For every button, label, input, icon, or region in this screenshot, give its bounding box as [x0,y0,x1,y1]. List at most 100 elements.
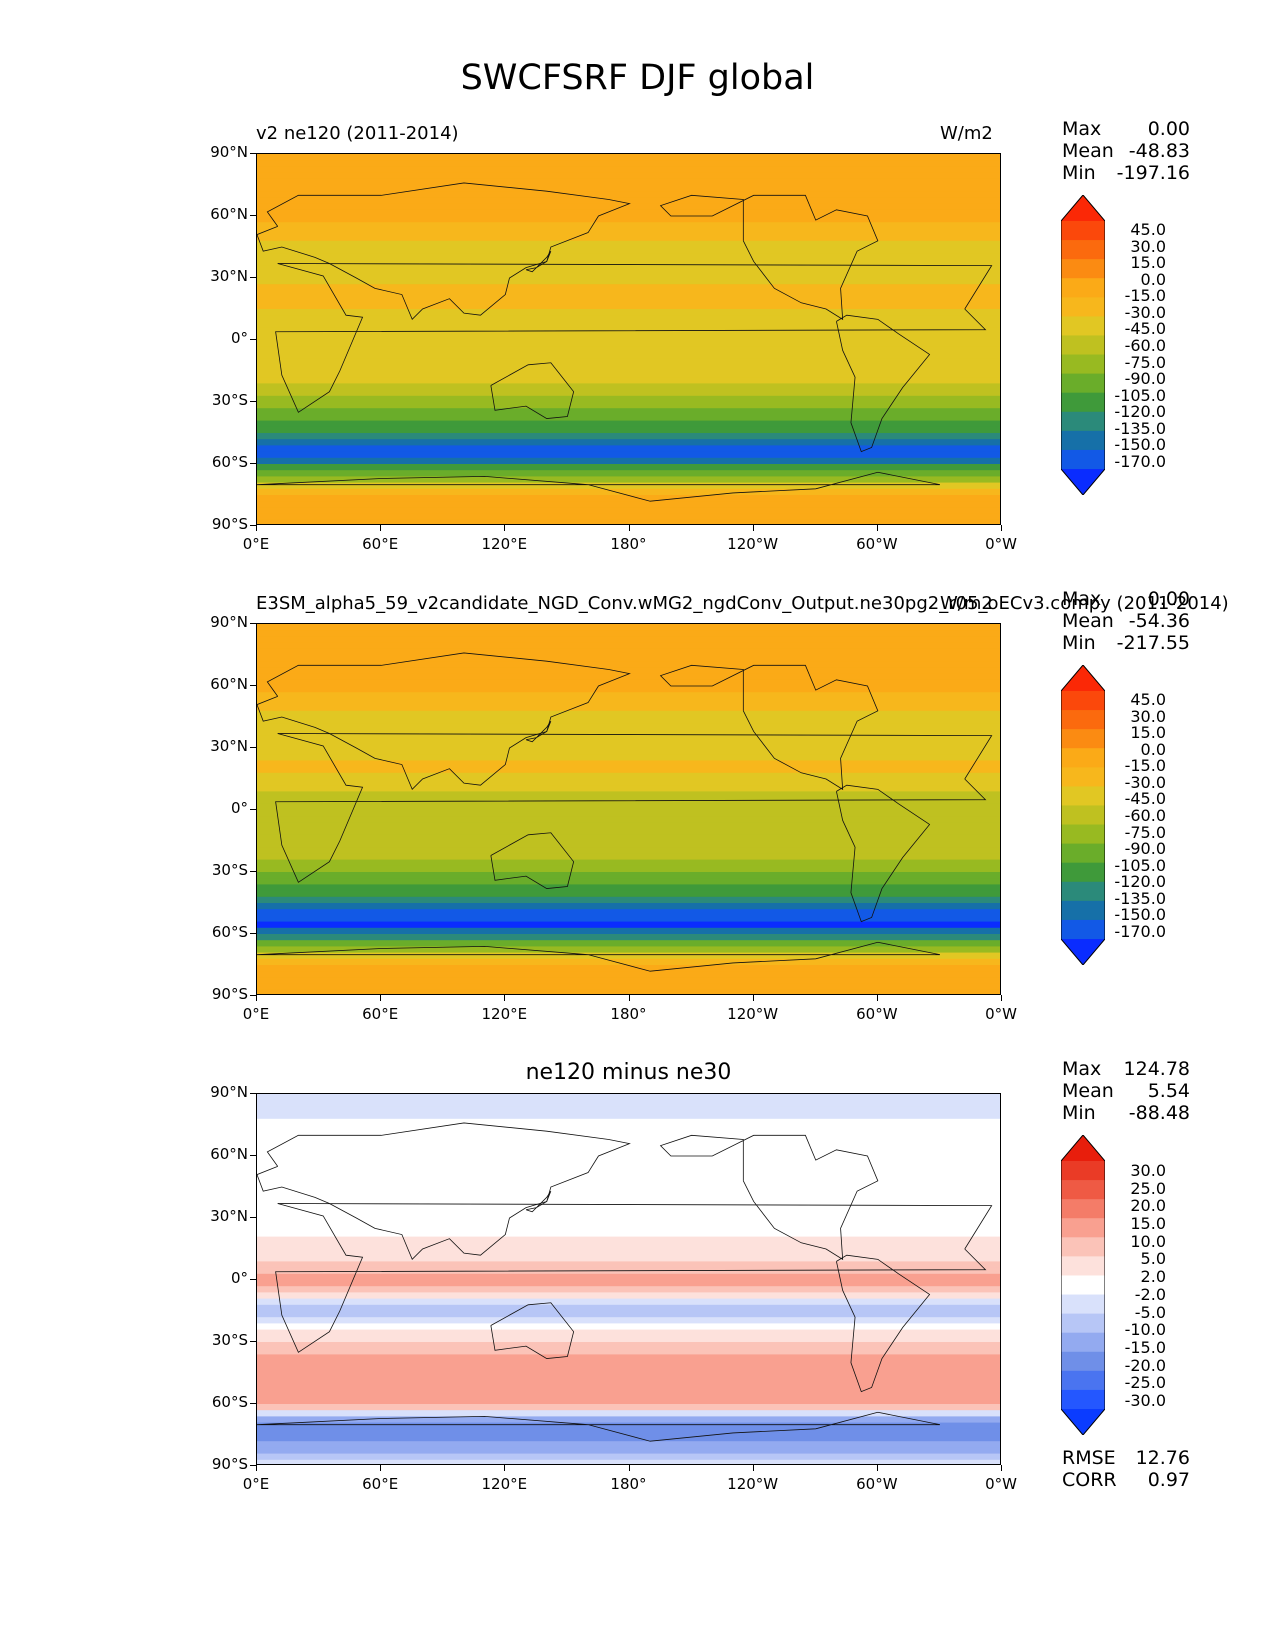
field-band [257,779,1000,786]
field-band [257,958,1000,966]
field-band [257,315,1000,322]
field-band [257,679,1000,687]
lon-tick-label: 180° [610,1475,647,1493]
field-band [257,921,1000,929]
lon-tick-label: 60°E [362,535,399,553]
colorbar-segment [1061,354,1105,375]
field-band [257,822,1000,830]
field-band [257,847,1000,854]
colorbar-tick-label: -25.0 [1124,1373,1166,1393]
lat-tick [250,1341,256,1342]
lon-tick [752,525,754,531]
field-band [257,333,1000,341]
colorbar-tick-label: -135.0 [1114,888,1166,908]
field-band [257,433,1000,440]
field-band [257,1131,1000,1138]
field-band [257,1422,1000,1430]
panel-units: W/m2 [940,593,993,614]
lon-tick-label: 120°W [727,1475,779,1493]
corr-label: CORR [1062,1469,1117,1491]
lat-tick-label: 0° [230,1269,248,1287]
colorbar-segment [1061,805,1105,826]
panel-center-title: ne120 minus ne30 [525,1060,732,1085]
lat-tick-label: 30°S [211,861,248,879]
colorbar-tick-label: -120.0 [1114,872,1166,892]
field-band [257,1118,1000,1126]
field-band [257,352,1000,360]
field-band [257,1453,1000,1461]
coastline [257,941,940,972]
lon-tick [1001,525,1002,531]
colorbar-extend-bottom [1061,469,1105,495]
colorbar-tick-label: -135.0 [1114,418,1166,438]
field-band [257,154,1000,161]
lon-tick [876,525,878,531]
field-band [257,723,1000,730]
lat-tick [250,463,256,464]
panel-left-title: E3SM_alpha5_59_v2candidate_NGD_Conv.wMG2… [256,593,1229,614]
field-band [257,1280,1000,1287]
colorbar-tick-label: -45.0 [1124,789,1166,809]
field-band [257,729,1000,737]
field-band [257,1385,1000,1393]
colorbar-tick-label: -30.0 [1124,1391,1166,1411]
field-band [257,810,1000,817]
field-band [257,748,1000,755]
colorbar-segment [1061,240,1105,260]
field-band [257,648,1000,656]
field-band [257,965,1000,972]
field-band [257,816,1000,823]
coastline [836,1254,931,1393]
lat-tick [250,215,256,216]
field-band [257,1348,1000,1355]
map-field [257,1094,1000,1464]
field-band [257,402,1000,409]
field-band [257,1125,1000,1132]
field-band [257,760,1000,768]
field-band [257,1224,1000,1231]
field-band [257,197,1000,205]
map-field [257,154,1000,524]
coastline [257,652,631,791]
field-band [257,785,1000,792]
field-band [257,766,1000,774]
colorbar-tick-label: -60.0 [1124,806,1166,825]
field-band [257,160,1000,167]
lon-tick-label: 120°W [727,535,779,553]
field-band [257,952,1000,960]
field-band [257,1193,1000,1200]
field-band [257,1273,1000,1281]
field-band [257,1379,1000,1386]
field-band [257,488,1000,496]
colorbar-segment [1061,411,1105,432]
colorbar-segment [1061,919,1105,940]
field-band [257,1094,1000,1101]
lon-tick-label: 180° [610,1005,647,1023]
colorbar-tick-label: -105.0 [1114,385,1166,405]
lat-tick [250,339,256,340]
field-band [257,859,1000,867]
colorbar-segment [1061,1294,1105,1315]
map-plot [256,623,1001,995]
field-band [257,772,1000,780]
coastline [836,314,931,453]
field-band [257,1397,1000,1405]
field-band [257,228,1000,236]
lon-tick [752,995,754,1001]
lon-tick [628,525,630,531]
coastline [257,471,940,502]
stat-mean-value: 5.54 [1147,1080,1190,1102]
lon-tick-label: 0°E [242,1475,270,1493]
colorbar-segment [1061,748,1105,768]
lat-tick-label: 60°S [211,923,248,941]
colorbar-tick-label: -45.0 [1124,319,1166,339]
colorbar-tick-label: 30.0 [1130,236,1166,256]
colorbar-tick-label: -30.0 [1124,302,1166,322]
colorbar-tick-label: -5.0 [1134,1302,1166,1322]
field-band [257,735,1000,743]
colorbar-tick-label: -90.0 [1124,839,1166,859]
colorbar-tick-label: 45.0 [1130,220,1166,240]
colorbar-tick-label: -150.0 [1114,905,1166,925]
lon-tick [876,1465,878,1471]
field-band [257,185,1000,192]
